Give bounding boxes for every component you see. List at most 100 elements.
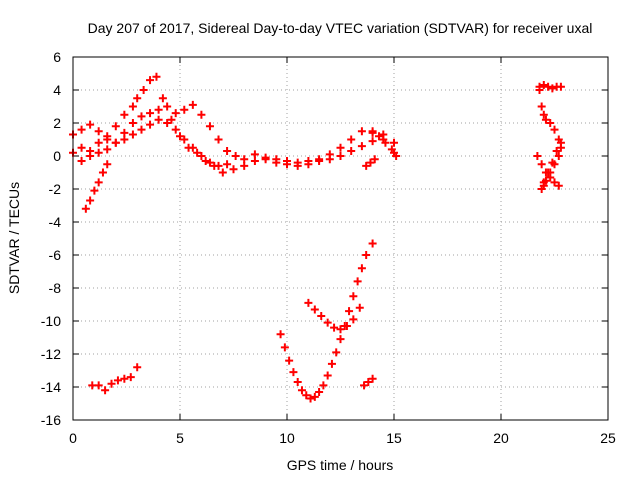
data-point xyxy=(297,386,306,395)
data-point xyxy=(539,178,548,187)
data-point xyxy=(304,160,313,169)
data-point xyxy=(546,173,555,182)
data-point xyxy=(550,125,559,134)
data-point xyxy=(120,374,129,383)
x-tick-label: 5 xyxy=(176,430,184,446)
data-point xyxy=(103,160,112,169)
chart-title: Day 207 of 2017, Sidereal Day-to-day VTE… xyxy=(88,20,593,36)
data-point xyxy=(535,86,544,94)
data-point xyxy=(158,94,167,103)
data-point xyxy=(323,371,332,380)
x-tick-label: 0 xyxy=(69,430,77,446)
y-tick-label: -2 xyxy=(49,181,62,197)
data-point xyxy=(111,122,120,131)
data-point xyxy=(345,307,354,316)
data-point xyxy=(94,138,103,147)
y-tick-label: -6 xyxy=(49,247,62,263)
data-point xyxy=(81,204,90,213)
data-point xyxy=(205,158,214,167)
series-track-l xyxy=(535,86,565,193)
data-point xyxy=(276,330,285,339)
data-point xyxy=(537,185,546,193)
data-point xyxy=(390,138,398,147)
data-point xyxy=(550,178,559,187)
data-point xyxy=(90,186,99,195)
y-tick-label: -14 xyxy=(41,379,61,395)
data-point xyxy=(272,155,281,164)
data-point xyxy=(137,112,146,121)
data-point xyxy=(180,135,189,144)
data-point xyxy=(77,125,86,134)
x-tick-label: 20 xyxy=(493,430,509,446)
data-point xyxy=(379,130,388,139)
series-track-i xyxy=(304,298,364,334)
data-point xyxy=(336,152,345,160)
data-point xyxy=(285,356,294,365)
y-axis-label: SDTVAR / TECUs xyxy=(6,182,22,294)
data-point xyxy=(261,153,270,162)
series-track-d xyxy=(81,160,112,213)
data-point xyxy=(541,168,550,177)
x-tick-label: 10 xyxy=(279,430,295,446)
data-point xyxy=(231,152,240,160)
axis-ticks: 0 5 10 15 20 25 -16 -14 -12 -10 -8 -6 -4 -2 0 2 4 6 xyxy=(41,49,616,446)
data-point xyxy=(342,321,351,330)
y-tick-label: -12 xyxy=(41,346,61,362)
data-point xyxy=(152,72,161,81)
series-track-a xyxy=(69,72,398,177)
data-point xyxy=(336,325,345,334)
data-point xyxy=(240,155,249,164)
data-point xyxy=(304,298,313,307)
grid-lines xyxy=(73,57,608,420)
data-point xyxy=(310,392,319,401)
data-point xyxy=(154,115,163,124)
data-point xyxy=(357,264,366,273)
data-point xyxy=(533,152,542,160)
data-point xyxy=(188,100,197,109)
data-marks xyxy=(69,72,565,403)
series-track-j xyxy=(360,374,377,390)
data-point xyxy=(544,82,553,91)
data-point xyxy=(362,251,371,259)
y-tick-label: -16 xyxy=(41,412,61,428)
data-point xyxy=(128,119,137,127)
data-point xyxy=(86,120,95,129)
series-track-e xyxy=(368,127,401,160)
data-point xyxy=(101,386,110,395)
data-point xyxy=(139,86,148,94)
data-point xyxy=(223,147,232,156)
data-point xyxy=(176,132,184,141)
data-point xyxy=(347,135,356,144)
y-tick-label: -4 xyxy=(49,214,62,230)
data-point xyxy=(539,110,548,119)
data-point xyxy=(126,373,135,382)
x-axis-label: GPS time / hours xyxy=(287,457,394,473)
series-track-m xyxy=(533,152,563,190)
data-point xyxy=(546,119,555,127)
data-point xyxy=(94,381,103,390)
data-point xyxy=(319,381,328,390)
data-point xyxy=(364,378,373,387)
data-point xyxy=(201,156,210,165)
data-point xyxy=(137,125,146,134)
data-point xyxy=(387,145,396,154)
data-point xyxy=(289,368,298,377)
data-point xyxy=(103,135,112,144)
data-point xyxy=(368,374,377,383)
data-point xyxy=(98,168,107,177)
y-tick-label: 6 xyxy=(53,49,61,65)
data-point xyxy=(214,161,223,170)
data-point xyxy=(180,105,189,114)
series-track-g xyxy=(88,363,142,395)
data-point xyxy=(368,137,377,146)
data-point xyxy=(154,105,163,114)
data-point xyxy=(357,127,366,136)
data-point xyxy=(163,119,172,127)
data-point xyxy=(548,158,557,167)
data-point xyxy=(539,81,548,90)
data-point xyxy=(94,148,103,157)
plot-frame xyxy=(72,56,609,421)
y-tick-label: -8 xyxy=(49,280,62,296)
data-point xyxy=(86,152,95,160)
